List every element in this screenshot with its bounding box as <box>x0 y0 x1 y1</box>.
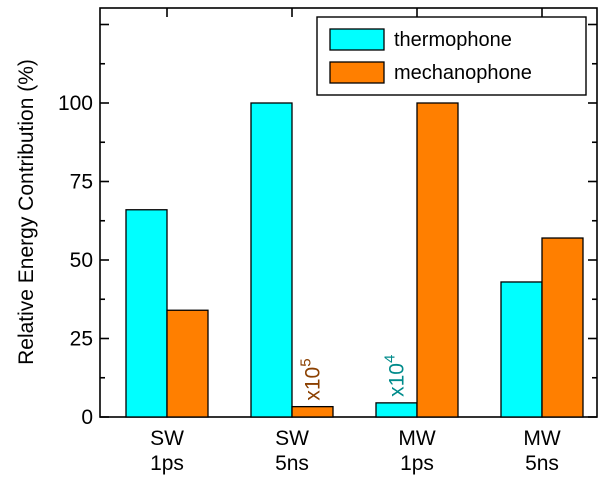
x-tick-label-line1: SW <box>150 427 184 450</box>
bar-mechanophone-1 <box>291 405 334 418</box>
bar-mechanophone-0 <box>166 309 209 418</box>
x-tick-label-line2: 1ps <box>400 452 434 475</box>
x-tick-label-line1: SW <box>275 427 309 450</box>
bar-thermophone-2 <box>375 402 418 418</box>
y-tick-label: 50 <box>70 249 93 272</box>
ticks-layer <box>100 8 597 418</box>
x-tick-label-line1: MW <box>523 427 560 450</box>
legend-label-mechanophone: mechanophone <box>394 62 532 84</box>
y-tick-label: 100 <box>58 92 93 115</box>
x-tick-label-line2: 5ns <box>525 452 559 475</box>
legend-swatch-mechanophone <box>329 61 385 84</box>
bar-mechanophone-3 <box>541 237 584 418</box>
bars-layer <box>125 102 584 418</box>
y-axis-label: Relative Energy Contribution (%) <box>15 59 38 365</box>
legend: thermophone mechanophone <box>316 16 587 96</box>
x-tick-label-line2: 1ps <box>150 452 184 475</box>
bar-thermophone-1 <box>250 102 293 418</box>
y-tick-label: 0 <box>81 406 93 429</box>
plot-frame <box>99 7 598 418</box>
x-tick-label-line2: 5ns <box>275 452 309 475</box>
y-tick-label: 25 <box>70 328 93 351</box>
legend-label-thermophone: thermophone <box>394 29 512 51</box>
y-tick-label: 75 <box>70 171 93 194</box>
x-tick-label-line1: MW <box>398 427 435 450</box>
bar-thermophone-0 <box>125 209 168 418</box>
legend-swatch-thermophone <box>329 28 385 51</box>
bar-thermophone-3 <box>500 281 543 418</box>
annotation-multiplier: x105 <box>298 358 325 400</box>
bar-mechanophone-2 <box>416 102 459 418</box>
annotation-multiplier: x104 <box>382 355 409 397</box>
